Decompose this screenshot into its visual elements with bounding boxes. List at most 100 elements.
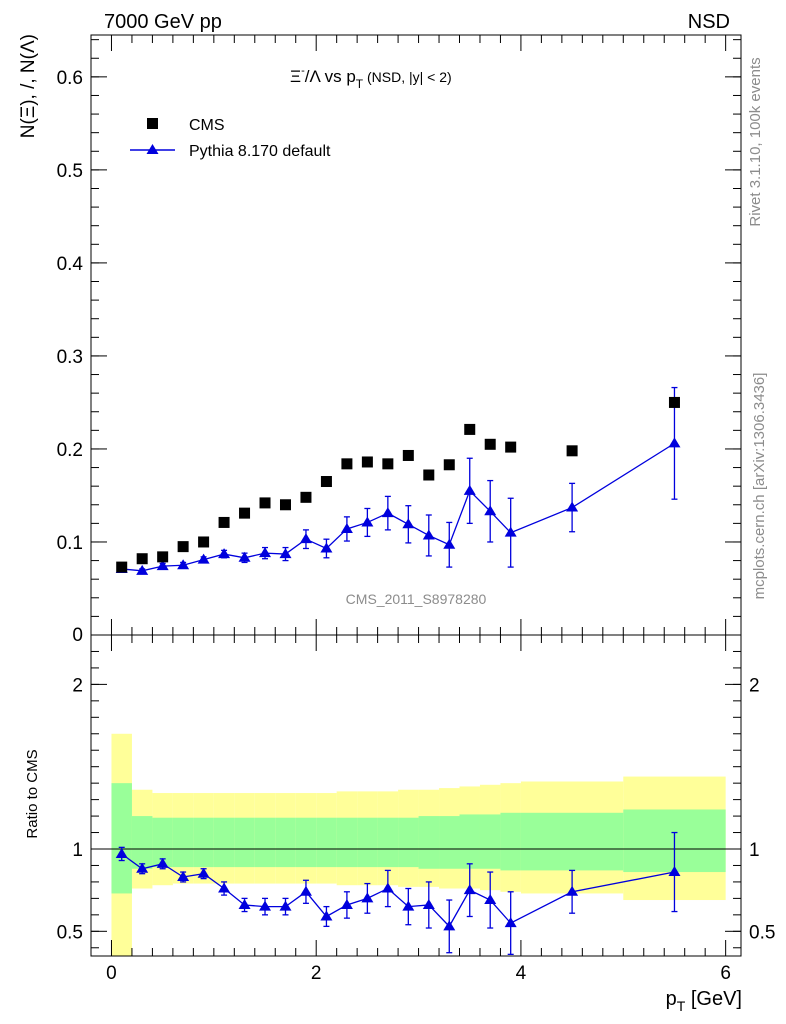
ratio-pythia-point	[668, 866, 681, 877]
ratio-ytick-labels: 0.5 0.5 1 1 2 2	[57, 675, 776, 943]
ratio-ylabel: Ratio to CMS	[24, 749, 41, 838]
main-ytick-label: 0.6	[57, 68, 83, 89]
main-ticks	[90, 35, 741, 635]
legend-pythia-marker	[146, 144, 159, 154]
ratio-pythia-point	[259, 900, 272, 911]
ratio-band-green	[520, 812, 624, 871]
ratio-pythia-point	[402, 900, 415, 911]
main-ytick-label: 0.4	[57, 254, 84, 275]
cms-series	[116, 396, 680, 573]
ratio-band-green	[131, 816, 153, 869]
ratio-ytick-label-right: 1	[749, 840, 760, 861]
pythia-point	[361, 516, 374, 527]
pythia-point	[381, 507, 394, 518]
cms-point	[157, 551, 169, 563]
ratio-pythia-point	[136, 862, 149, 873]
cms-point	[484, 438, 496, 450]
ratio-pythia-point	[381, 882, 394, 893]
ratio-pythia-point	[320, 910, 333, 921]
ratio-pythia-point	[566, 885, 579, 896]
ratio-pythia-point	[177, 870, 190, 881]
ratio-band-green	[295, 817, 317, 868]
ratio-band-green	[234, 817, 255, 868]
pythia-point	[402, 518, 415, 529]
analysis-watermark: CMS_2011_S8978280	[346, 591, 487, 607]
pythia-point	[136, 564, 149, 575]
ratio-band-green	[111, 783, 132, 894]
ratio-band-green	[254, 817, 276, 868]
chart-title: Ξ-/Λ vs pT (NSD, |y| < 2)	[290, 65, 452, 91]
ratio-band-green	[152, 817, 173, 868]
main-ytick-labels: 0.1 0.2 0.3 0.4 0.5 0.6 0	[57, 68, 84, 646]
ratio-ticks	[90, 635, 741, 956]
ratio-xtick-label: 4	[516, 963, 527, 984]
legend-cms-label: CMS	[189, 117, 225, 134]
pythia-point	[238, 551, 251, 562]
pythia-point	[422, 529, 435, 540]
cms-point	[198, 536, 210, 548]
title-mid: /Λ vs p	[305, 67, 356, 86]
ratio-pythia-point	[218, 882, 231, 893]
cms-point	[423, 469, 435, 481]
pythia-line	[121, 442, 675, 572]
main-ytick-label: 0.1	[57, 533, 83, 554]
cms-point	[259, 497, 271, 509]
cms-point	[300, 491, 312, 503]
main-ytick-label: 0.5	[57, 161, 83, 182]
ratio-band-green	[357, 817, 378, 868]
pythia-point	[463, 484, 476, 495]
title-sub: T	[356, 77, 364, 91]
ratio-ytick-label-left: 0.5	[57, 922, 83, 943]
ratio-xtick-labels: 0 2 4 6	[106, 963, 731, 984]
ratio-pythia-point	[279, 900, 292, 911]
title-sup: -	[301, 65, 305, 77]
pythia-point	[484, 505, 497, 516]
ratio-pythia-point	[299, 885, 312, 896]
ratio-pythia-point	[197, 867, 210, 878]
ratio-ytick-label-right: 0.5	[749, 922, 775, 943]
pythia-point	[279, 548, 292, 559]
cms-point	[341, 458, 353, 470]
ratio-band-green	[459, 814, 480, 869]
ratio-frame	[90, 634, 742, 957]
pythia-point	[340, 522, 353, 533]
cms-point	[361, 456, 373, 468]
ratio-xtick-label: 0	[106, 963, 117, 984]
ratio-xtick-label: 2	[311, 963, 322, 984]
cms-point	[464, 423, 476, 435]
cms-point	[279, 499, 291, 511]
pythia-point	[177, 559, 190, 570]
cms-point	[382, 458, 394, 470]
ratio-band-green	[193, 817, 214, 868]
pythia-point	[197, 553, 210, 564]
main-ytick-label: 0.2	[57, 440, 83, 461]
pythia-point	[320, 542, 333, 553]
cms-point	[320, 476, 332, 488]
cms-point	[218, 516, 230, 528]
pythia-point	[299, 533, 312, 544]
main-ytick-label-zero: 0	[72, 625, 83, 646]
ratio-ytick-label-right: 2	[749, 675, 760, 696]
ratio-band-green	[479, 814, 501, 869]
pythia-point	[218, 548, 231, 559]
rivet-label: Rivet 3.1.10, 100k events	[747, 57, 764, 226]
ratio-band-green	[336, 817, 358, 868]
ratio-band-green	[275, 817, 296, 868]
pythia-point	[668, 437, 681, 448]
ratio-pythia-point	[443, 920, 456, 931]
pythia-point	[504, 526, 517, 537]
cms-point	[668, 396, 680, 408]
ratio-pythia-point	[361, 892, 374, 903]
ratio-band-green	[500, 812, 521, 871]
pythia-series	[115, 386, 681, 575]
ratio-band-green	[213, 817, 235, 868]
cms-point	[402, 449, 414, 461]
ratio-ytick-label-left: 1	[72, 840, 83, 861]
cms-point	[116, 561, 128, 573]
ratio-pythia-point	[115, 847, 128, 858]
main-ytick-label: 0.3	[57, 347, 83, 368]
cms-point	[239, 507, 251, 519]
ratio-pythia-point	[238, 898, 251, 909]
ratio-panel: 0.5 0.5 1 1 2 2 0 2 4 6 Ratio to CMS pT [GeV]	[24, 634, 776, 1014]
